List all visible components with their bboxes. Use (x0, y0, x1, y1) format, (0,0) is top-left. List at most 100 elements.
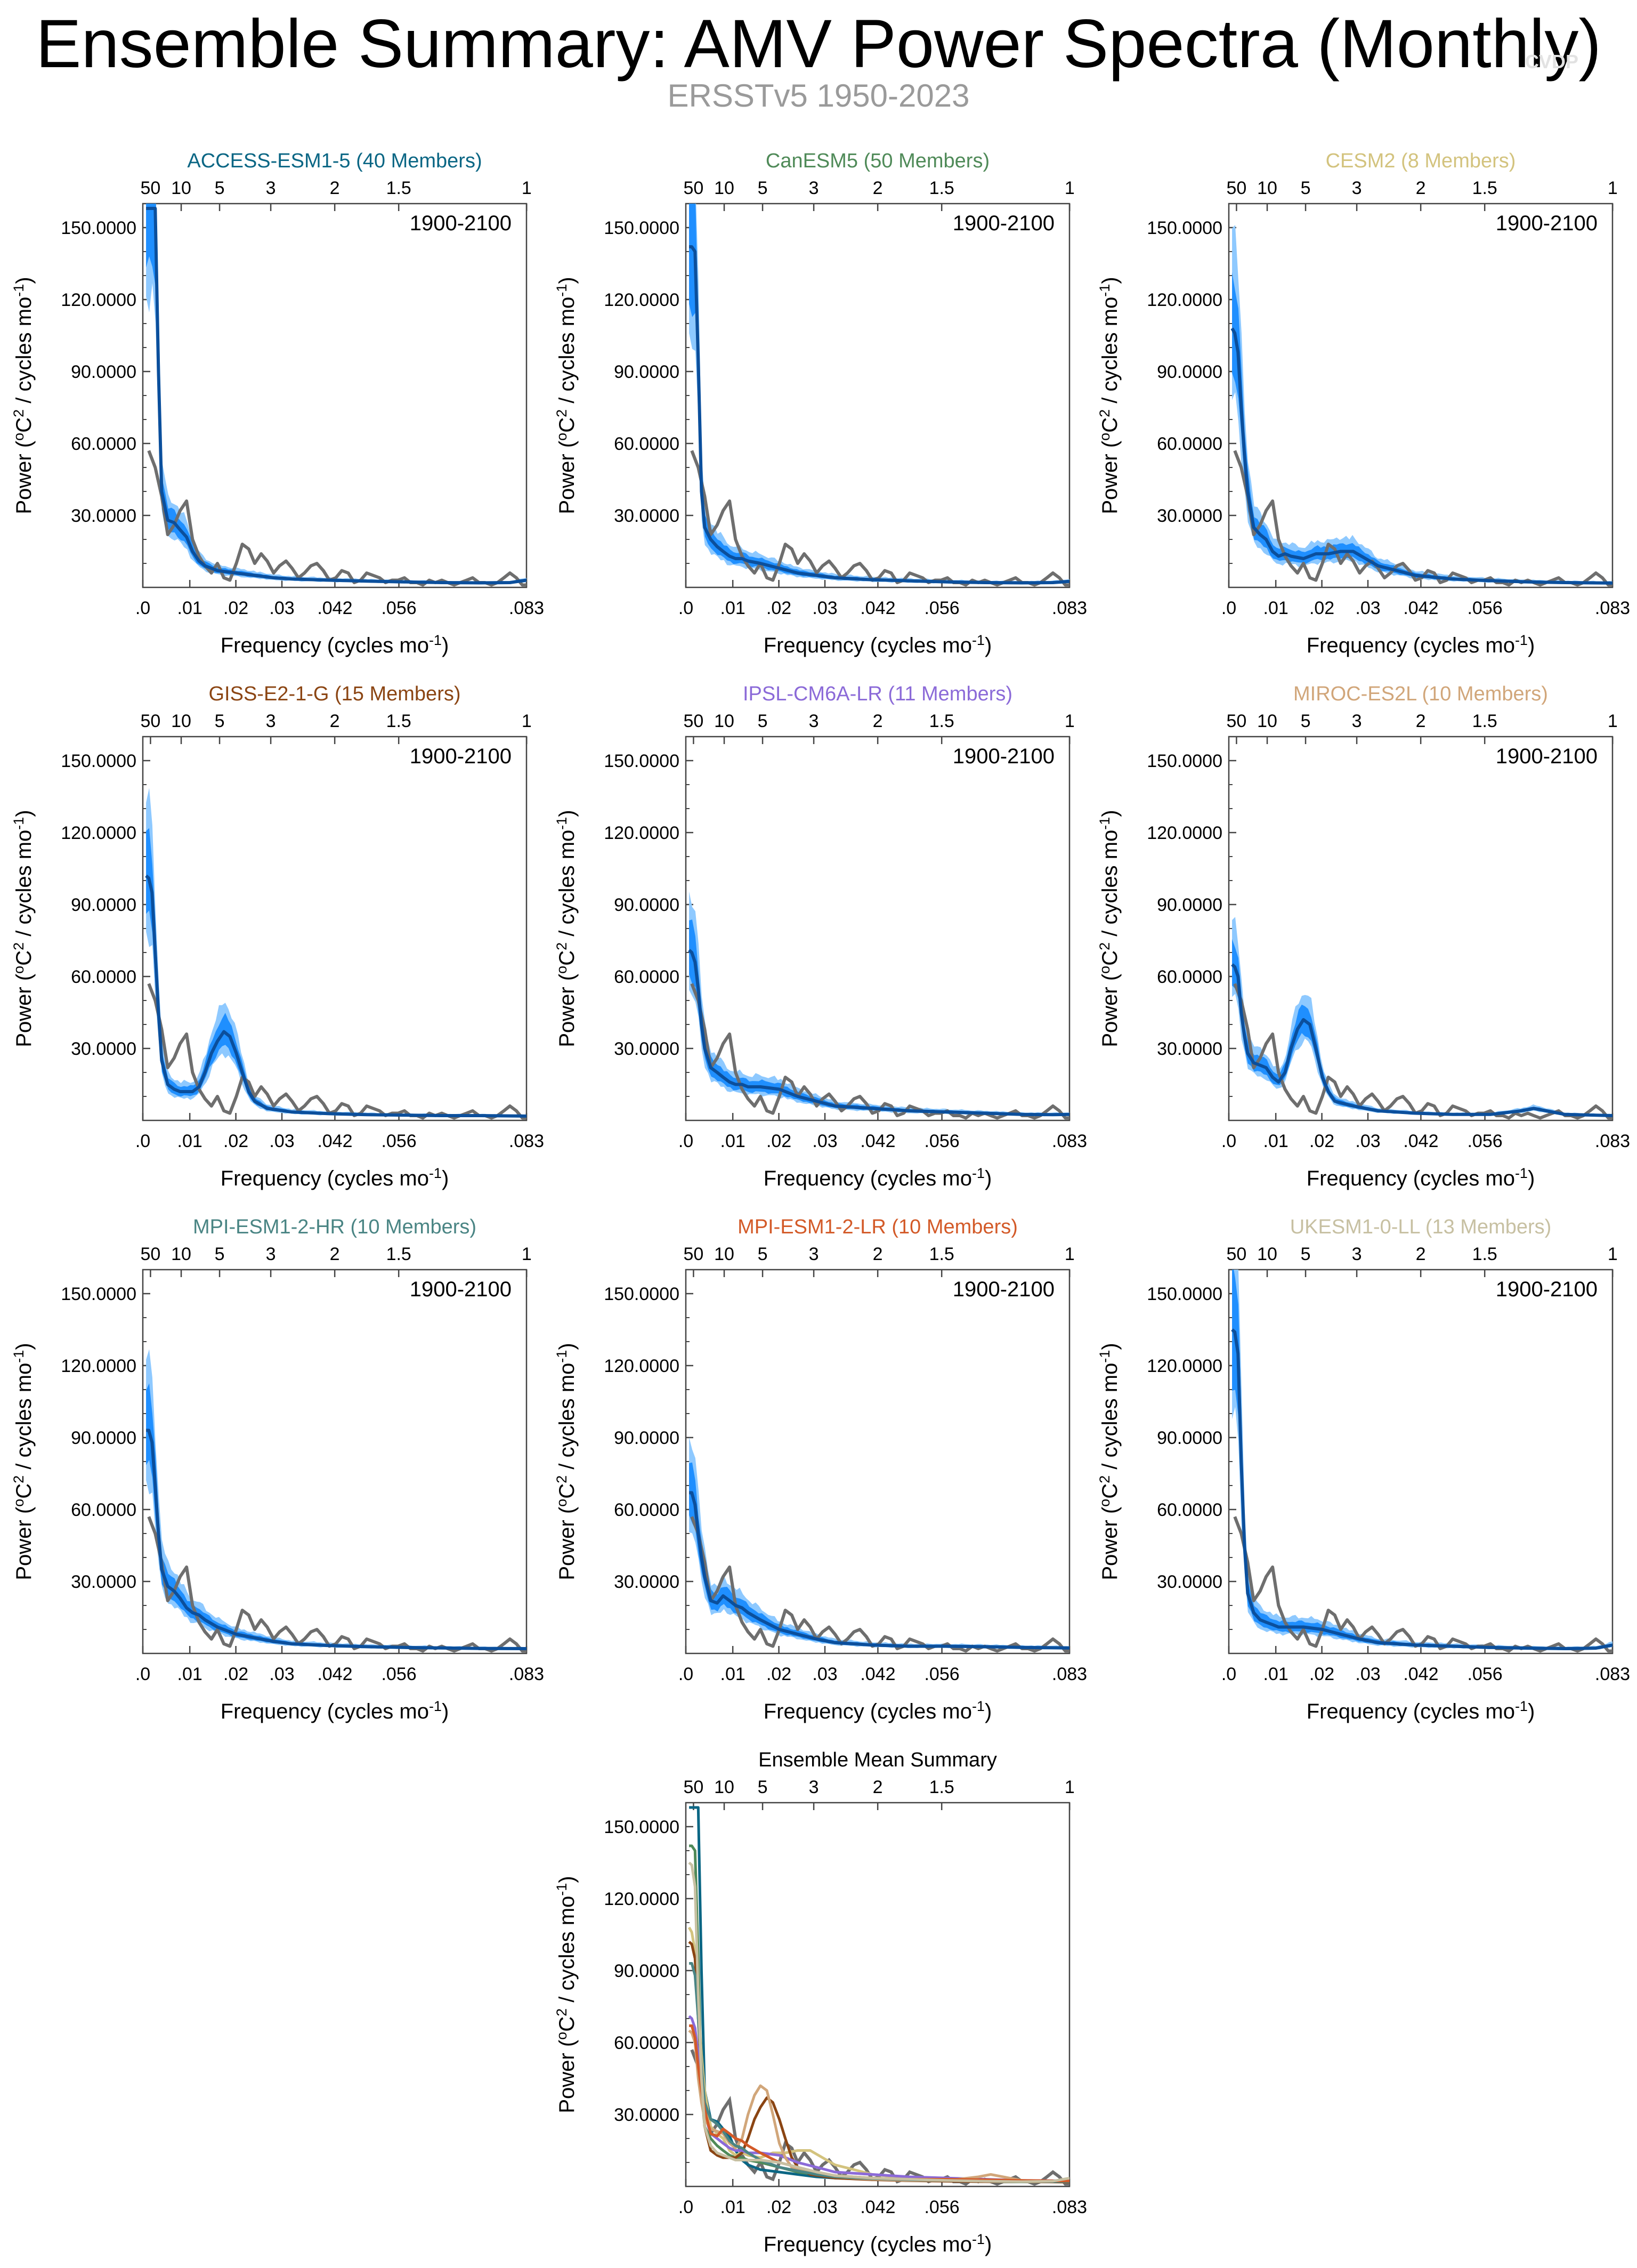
panel-title: UKESM1-0-LL (13 Members) (1290, 1216, 1552, 1238)
x-tick-label: .042 (317, 1131, 352, 1151)
top-tick-label: 10 (1257, 178, 1277, 198)
top-tick-label: 10 (1257, 711, 1277, 731)
y-tick-label: 30.0000 (614, 1572, 679, 1592)
top-tick-label: 2 (873, 178, 883, 198)
x-axis-label: Frequency (cycles mo-1) (764, 2231, 992, 2256)
top-tick-label: 1.5 (386, 711, 411, 731)
y-tick-label: 120.0000 (604, 1356, 679, 1376)
x-tick-label: .03 (812, 1131, 837, 1151)
top-tick-label: 3 (266, 178, 276, 198)
y-tick-label: 90.0000 (614, 1428, 679, 1448)
plot-frame (1228, 1269, 1614, 1654)
spread-band-outer (689, 204, 1069, 585)
x-tick-label: .03 (1355, 1131, 1380, 1151)
x-axis-label: Frequency (cycles mo-1) (1307, 632, 1535, 657)
top-tick-label: 1 (1608, 711, 1618, 731)
x-tick-label: .02 (1309, 598, 1334, 618)
y-tick-label: 30.0000 (71, 1572, 136, 1592)
y-tick-label: 90.0000 (1157, 362, 1222, 382)
x-axis-label: Frequency (cycles mo-1) (764, 1165, 992, 1190)
top-tick-label: 1.5 (386, 1244, 411, 1264)
panel-1: CanESM5 (50 Members) 30.0000 60.0000 90.000… (554, 150, 1087, 657)
x-tick-label: .042 (317, 1664, 352, 1684)
spread-band-outer (1232, 1270, 1612, 1650)
y-tick-label: 120.0000 (61, 823, 136, 843)
spread-band-inner (1232, 272, 1612, 584)
x-tick-label: .056 (924, 1664, 959, 1684)
x-tick-label: .056 (924, 2197, 959, 2217)
top-tick-label: 10 (171, 178, 191, 198)
top-tick-label: 1 (1608, 178, 1618, 198)
x-tick-label: .083 (1052, 2197, 1087, 2217)
plot-area (1231, 1270, 1612, 1653)
x-tick-label: .083 (1595, 1664, 1630, 1684)
x-tick-label: .01 (720, 1131, 745, 1151)
x-tick-label: .03 (1355, 598, 1380, 618)
y-tick-label: 150.0000 (61, 1284, 136, 1304)
x-tick-label: .083 (509, 1131, 544, 1151)
spread-band-inner (146, 204, 526, 584)
y-tick-label: 150.0000 (61, 751, 136, 771)
x-tick-label: .02 (1309, 1664, 1334, 1684)
top-tick-label: 2 (330, 178, 340, 198)
plot-area (688, 891, 1069, 1120)
x-axis-label: Frequency (cycles mo-1) (1307, 1165, 1535, 1190)
spread-band-outer (146, 1349, 526, 1650)
top-tick-label: 5 (758, 1777, 768, 1797)
top-tick-label: 1.5 (929, 711, 954, 731)
top-tick-label: 2 (1416, 178, 1426, 198)
y-tick-label: 60.0000 (614, 434, 679, 454)
top-tick-label: 3 (809, 178, 819, 198)
top-tick-label: 3 (1352, 178, 1362, 198)
plot-frame (142, 203, 528, 588)
plot-area (145, 788, 526, 1120)
y-tick-label: 150.0000 (604, 1284, 679, 1304)
top-tick-label: 1 (522, 1244, 532, 1264)
panel-title: MPI-ESM1-2-LR (10 Members) (738, 1216, 1018, 1238)
x-tick-label: .042 (1403, 598, 1438, 618)
y-tick-label: 150.0000 (604, 751, 679, 771)
x-tick-label: .0 (678, 1131, 693, 1151)
top-tick-label: 10 (171, 1244, 191, 1264)
x-axis-label: Frequency (cycles mo-1) (221, 1165, 449, 1190)
panel-title: GISS-E2-1-G (15 Members) (209, 683, 461, 705)
top-tick-label: 10 (714, 711, 734, 731)
y-tick-label: 30.0000 (614, 2105, 679, 2125)
y-tick-label: 60.0000 (614, 2033, 679, 2053)
x-tick-label: .02 (1309, 1131, 1334, 1151)
x-tick-label: .03 (812, 1664, 837, 1684)
model-mean-line (688, 2015, 1069, 2182)
y-tick-label: 30.0000 (614, 1039, 679, 1059)
period-label: 1900-2100 (953, 1278, 1055, 1301)
plot-area (1231, 917, 1612, 1120)
ensemble-mean-line (145, 874, 526, 1118)
x-tick-label: .01 (1263, 1131, 1288, 1151)
x-tick-label: .02 (766, 1664, 791, 1684)
plot-area (689, 1437, 1069, 1653)
period-label: 1900-2100 (410, 212, 512, 235)
y-tick-label: 150.0000 (61, 218, 136, 238)
model-mean-line (688, 1941, 1069, 2184)
top-tick-label: 2 (330, 1244, 340, 1264)
top-tick-label: 50 (1226, 711, 1246, 731)
x-tick-label: .0 (135, 1131, 150, 1151)
y-axis-label: Power (oC2 / cycles mo-1) (554, 810, 579, 1047)
top-tick-label: 1.5 (929, 1244, 954, 1264)
period-label: 1900-2100 (1496, 212, 1598, 235)
ensemble-mean-line (1231, 963, 1612, 1117)
summary-panel: Ensemble Mean Summary 30.0000 60.0000 90.00… (554, 1749, 1087, 2256)
top-tick-label: 50 (1226, 178, 1246, 198)
y-tick-label: 120.0000 (1147, 1356, 1222, 1376)
x-axis-label: Frequency (cycles mo-1) (221, 632, 449, 657)
top-tick-label: 50 (683, 1244, 703, 1264)
top-tick-label: 3 (809, 1244, 819, 1264)
x-tick-label: .042 (860, 2197, 895, 2217)
ensemble-mean-line (689, 245, 1069, 585)
panel-6: MPI-ESM1-2-HR (10 Members) 30.0000 60.0000… (11, 1216, 544, 1723)
x-axis-label: Frequency (cycles mo-1) (1307, 1698, 1535, 1723)
x-tick-label: .02 (766, 598, 791, 618)
panel-3: GISS-E2-1-G (15 Members) 30.0000 60.0000 90… (11, 683, 544, 1190)
top-tick-label: 2 (873, 711, 883, 731)
panel-0: ACCESS-ESM1-5 (40 Members) 30.0000 60.0000… (11, 150, 544, 657)
plot-area (687, 1806, 1069, 2186)
